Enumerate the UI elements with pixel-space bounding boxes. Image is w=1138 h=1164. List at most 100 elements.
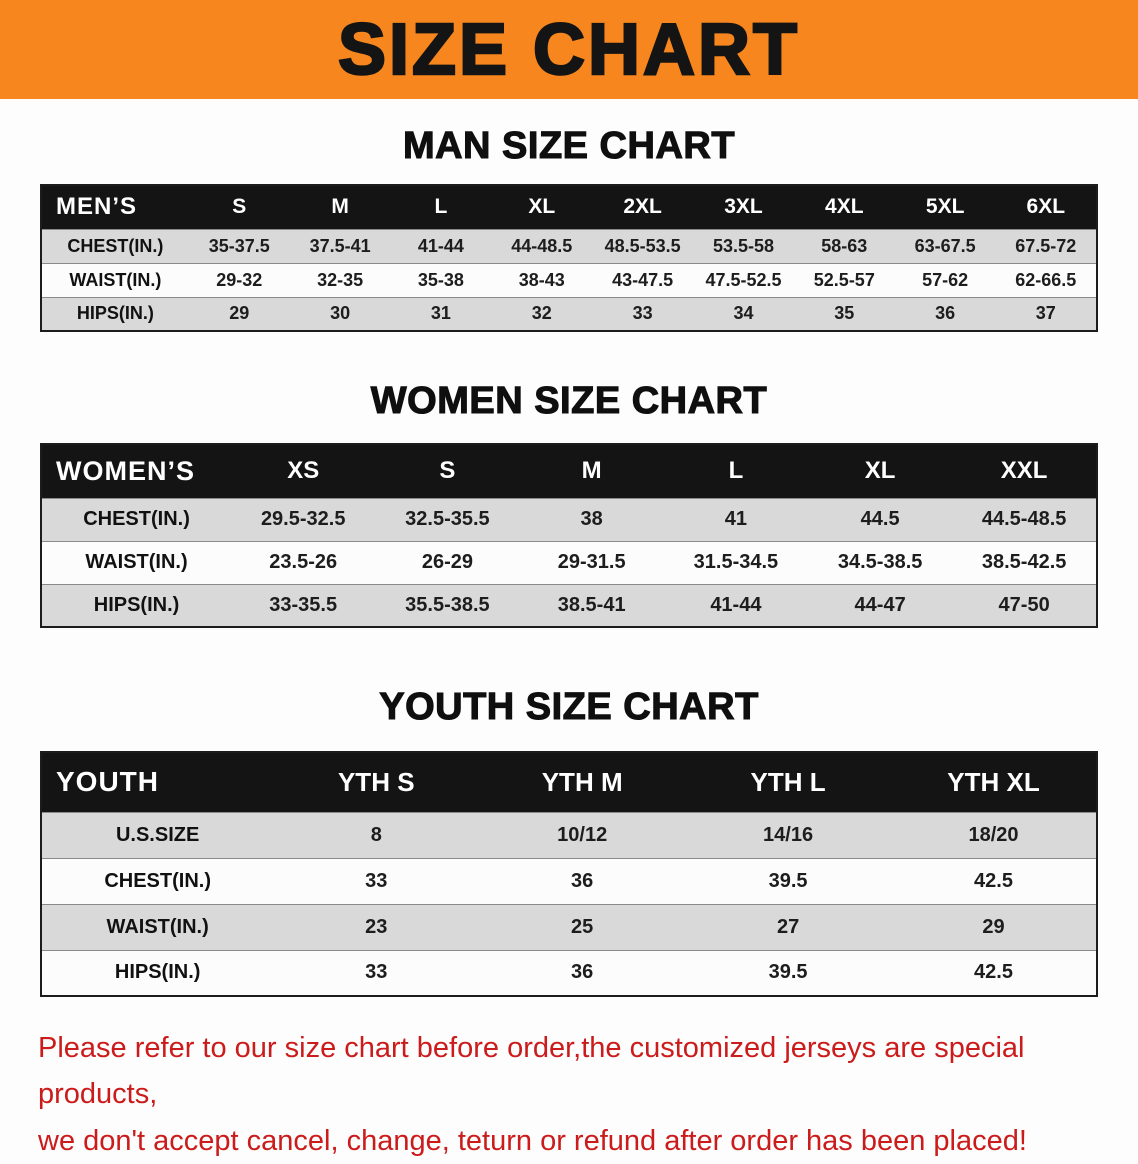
cell: 32-35 bbox=[289, 262, 391, 297]
table-row: WAIST(IN.) 23.5-26 26-29 29-31.5 31.5-34… bbox=[41, 540, 1097, 584]
cell: 10/12 bbox=[479, 811, 686, 858]
men-header-row: MEN’S S M L XL 2XL 3XL 4XL 5XL 6XL bbox=[41, 185, 1097, 229]
column-header: YTH M bbox=[479, 752, 686, 812]
cell: 38 bbox=[519, 497, 664, 541]
cell: 29 bbox=[188, 296, 290, 331]
cell: 29 bbox=[891, 903, 1097, 950]
cell: 35.5-38.5 bbox=[375, 583, 520, 627]
cell: 36 bbox=[894, 296, 996, 331]
table-corner-label: WOMEN’S bbox=[41, 444, 232, 498]
cell: 41 bbox=[663, 497, 809, 541]
column-header: YTH S bbox=[273, 752, 480, 812]
cell: 33-35.5 bbox=[231, 583, 376, 627]
cell: 58-63 bbox=[793, 228, 895, 263]
column-header: YTH L bbox=[685, 752, 892, 812]
cell: 29-32 bbox=[188, 262, 290, 297]
row-label: HIPS(IN.) bbox=[41, 949, 274, 996]
cell: 31.5-34.5 bbox=[663, 540, 809, 584]
cell: 43-47.5 bbox=[592, 262, 694, 297]
cell: 34 bbox=[693, 296, 794, 331]
cell: 23.5-26 bbox=[231, 540, 376, 584]
column-header: XXL bbox=[952, 444, 1097, 498]
table-corner-label: MEN’S bbox=[41, 185, 189, 229]
women-size-table: WOMEN’S XS S M L XL XXL CHEST(IN.) 29.5-… bbox=[40, 443, 1098, 628]
cell: 37 bbox=[995, 296, 1097, 331]
column-header: 2XL bbox=[592, 185, 694, 229]
table-row: HIPS(IN.) 33-35.5 35.5-38.5 38.5-41 41-4… bbox=[41, 583, 1097, 627]
women-heading: WOMEN SIZE CHART bbox=[370, 379, 768, 422]
column-header: 3XL bbox=[693, 185, 794, 229]
column-header: XS bbox=[231, 444, 376, 498]
row-label: CHEST(IN.) bbox=[41, 857, 274, 904]
row-label: HIPS(IN.) bbox=[41, 583, 232, 627]
row-label: WAIST(IN.) bbox=[41, 262, 189, 297]
youth-heading: YOUTH SIZE CHART bbox=[379, 685, 759, 728]
cell: 42.5 bbox=[891, 949, 1097, 996]
cell: 32.5-35.5 bbox=[375, 497, 520, 541]
cell: 57-62 bbox=[894, 262, 996, 297]
youth-header-row: YOUTH YTH S YTH M YTH L YTH XL bbox=[41, 752, 1097, 812]
cell: 44-47 bbox=[808, 583, 953, 627]
cell: 48.5-53.5 bbox=[592, 228, 694, 263]
cell: 39.5 bbox=[685, 857, 892, 904]
row-label: WAIST(IN.) bbox=[41, 540, 232, 584]
column-header: S bbox=[375, 444, 520, 498]
men-heading: MAN SIZE CHART bbox=[402, 124, 736, 167]
cell: 39.5 bbox=[685, 949, 892, 996]
cell: 35-37.5 bbox=[188, 228, 290, 263]
cell: 27 bbox=[685, 903, 892, 950]
cell: 47-50 bbox=[952, 583, 1097, 627]
page-title: SIZE CHART bbox=[337, 8, 800, 91]
column-header: XL bbox=[491, 185, 593, 229]
cell: 44.5-48.5 bbox=[952, 497, 1097, 541]
table-row: WAIST(IN.) 29-32 32-35 35-38 38-43 43-47… bbox=[41, 262, 1097, 297]
row-label: HIPS(IN.) bbox=[41, 296, 189, 331]
column-header: M bbox=[519, 444, 664, 498]
women-section: WOMEN SIZE CHART WOMEN’S XS S M L XL XXL… bbox=[0, 379, 1138, 628]
women-header-row: WOMEN’S XS S M L XL XXL bbox=[41, 444, 1097, 498]
cell: 25 bbox=[479, 903, 686, 950]
banner: SIZE CHART bbox=[0, 0, 1138, 99]
cell: 44-48.5 bbox=[491, 228, 593, 263]
cell: 38.5-42.5 bbox=[952, 540, 1097, 584]
column-header: XL bbox=[808, 444, 953, 498]
cell: 33 bbox=[273, 857, 480, 904]
cell: 35 bbox=[793, 296, 895, 331]
cell: 36 bbox=[479, 949, 686, 996]
cell: 26-29 bbox=[375, 540, 520, 584]
column-header: 5XL bbox=[894, 185, 996, 229]
column-header: L bbox=[663, 444, 809, 498]
cell: 30 bbox=[289, 296, 391, 331]
men-section: MAN SIZE CHART MEN’S S M L XL 2XL 3XL 4X… bbox=[0, 124, 1138, 332]
cell: 32 bbox=[491, 296, 593, 331]
cell: 35-38 bbox=[390, 262, 492, 297]
disclaimer-line-2: we don't accept cancel, change, teturn o… bbox=[38, 1124, 1027, 1157]
table-row: U.S.SIZE 8 10/12 14/16 18/20 bbox=[41, 811, 1097, 858]
cell: 41-44 bbox=[390, 228, 492, 263]
table-corner-label: YOUTH bbox=[41, 752, 274, 812]
column-header: 4XL bbox=[793, 185, 895, 229]
cell: 34.5-38.5 bbox=[808, 540, 953, 584]
row-label: CHEST(IN.) bbox=[41, 228, 189, 263]
cell: 29.5-32.5 bbox=[231, 497, 376, 541]
cell: 31 bbox=[390, 296, 492, 331]
row-label: CHEST(IN.) bbox=[41, 497, 232, 541]
cell: 36 bbox=[479, 857, 686, 904]
cell: 14/16 bbox=[685, 811, 892, 858]
cell: 38-43 bbox=[491, 262, 593, 297]
cell: 62-66.5 bbox=[995, 262, 1097, 297]
disclaimer-text: Please refer to our size chart before or… bbox=[38, 1025, 1100, 1164]
cell: 37.5-41 bbox=[289, 228, 391, 263]
cell: 23 bbox=[273, 903, 480, 950]
table-row: CHEST(IN.) 35-37.5 37.5-41 41-44 44-48.5… bbox=[41, 228, 1097, 263]
column-header: S bbox=[188, 185, 290, 229]
cell: 33 bbox=[592, 296, 694, 331]
column-header: YTH XL bbox=[891, 752, 1097, 812]
cell: 38.5-41 bbox=[519, 583, 664, 627]
cell: 53.5-58 bbox=[693, 228, 794, 263]
cell: 44.5 bbox=[808, 497, 953, 541]
cell: 41-44 bbox=[663, 583, 809, 627]
youth-section: YOUTH SIZE CHART YOUTH YTH S YTH M YTH L… bbox=[0, 685, 1138, 997]
youth-size-table: YOUTH YTH S YTH M YTH L YTH XL U.S.SIZE … bbox=[40, 751, 1098, 997]
cell: 33 bbox=[273, 949, 480, 996]
